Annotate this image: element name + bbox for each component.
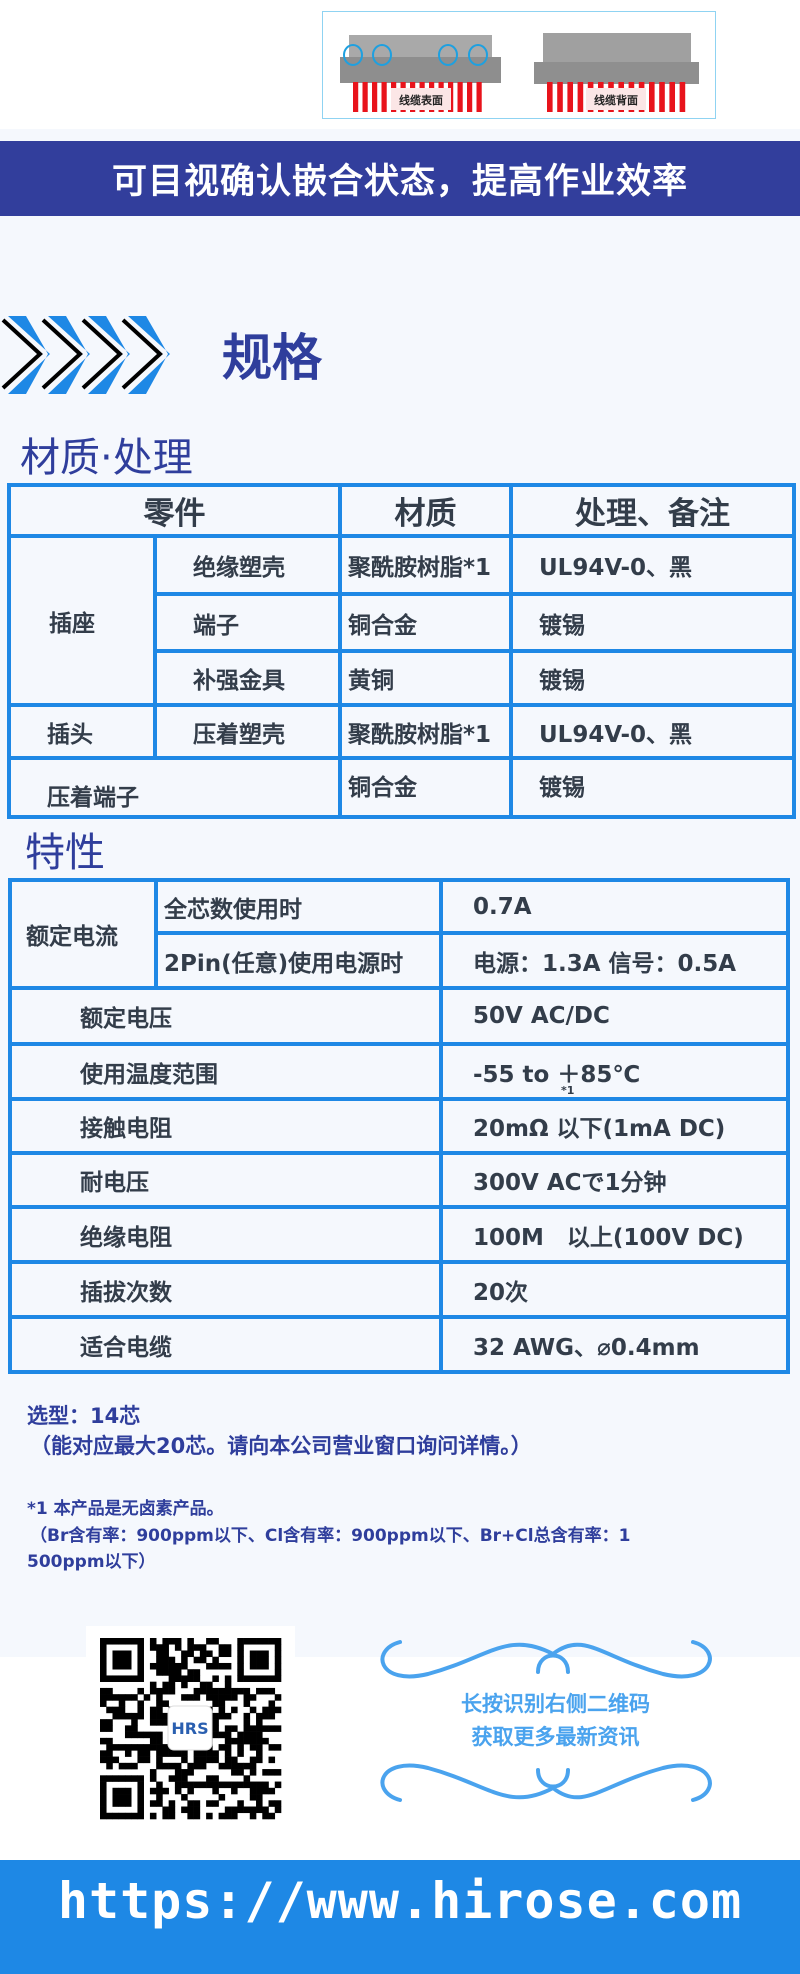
qr-code[interactable]: HRS bbox=[86, 1626, 295, 1840]
part-cell: 压着端子 bbox=[7, 756, 342, 819]
value-text: 32 AWG、⌀0.4mm bbox=[473, 1334, 700, 1361]
part-cell: 端子 bbox=[153, 592, 342, 653]
property-label: 接触电阻 bbox=[8, 1097, 443, 1155]
material-cell: 聚酰胺树脂*1 bbox=[338, 534, 513, 596]
cable-back-label: 线缆背面 bbox=[594, 93, 638, 107]
table-row: 额定电流 全芯数使用时 0.7A bbox=[8, 878, 790, 990]
table-row: 绝缘电阻 100M 以上(100V DC) bbox=[8, 1205, 790, 1264]
footnote-3: 500ppm以下） bbox=[27, 1552, 156, 1572]
value-cell: 0.7A bbox=[439, 878, 790, 935]
value-text: -55 to ＋85℃ bbox=[473, 1061, 641, 1088]
chevron-icon bbox=[8, 316, 50, 394]
table-row: 耐电压 300V ACで1分钟 bbox=[8, 1151, 790, 1209]
header-note: 处理、备注 bbox=[509, 483, 796, 538]
table-row: 适合电缆 32 AWG、⌀0.4mm bbox=[8, 1315, 790, 1374]
table-row: 额定电压 50V AC/DC bbox=[8, 986, 790, 1046]
value-text: 20次 bbox=[473, 1279, 529, 1306]
table-row: 压着端子 铜合金 镀锡 bbox=[7, 756, 796, 819]
footnote-1: *1 本产品是无卤素产品。 bbox=[27, 1499, 224, 1519]
property-value: 20mΩ 以下(1mA DC) bbox=[439, 1097, 790, 1155]
note-cell: UL94V-0、黑 bbox=[509, 703, 796, 760]
chevron-icon bbox=[128, 316, 170, 394]
value-text: 50V AC/DC bbox=[473, 1003, 610, 1029]
note-cell: 镀锡 bbox=[509, 756, 796, 819]
connector-front-image: 线缆表面 bbox=[340, 35, 501, 112]
cta-line-2: 获取更多最新资讯 bbox=[471, 1725, 640, 1749]
property-value: 300V ACで1分钟 bbox=[439, 1151, 790, 1209]
qr-logo: HRS bbox=[171, 1719, 208, 1738]
group-cell: 插座 bbox=[7, 534, 157, 707]
condition-cell: 全芯数使用时 bbox=[154, 878, 443, 935]
model-note: 选型：14芯 bbox=[27, 1404, 141, 1428]
property-value: 32 AWG、⌀0.4mm bbox=[439, 1315, 790, 1374]
model-detail: （能对应最大20芯。请向本公司营业窗口询问详情。） bbox=[30, 1434, 532, 1458]
property-label: 使用温度范围 bbox=[8, 1042, 443, 1101]
property-value: 20次 bbox=[439, 1260, 790, 1319]
material-cell: 黄铜 bbox=[338, 649, 513, 707]
qr-cta: 长按识别右侧二维码 获取更多最新资讯 bbox=[378, 1688, 733, 1754]
value-text: 300V ACで1分钟 bbox=[473, 1170, 667, 1196]
part-cell: 压着塑壳 bbox=[153, 703, 342, 760]
banner: 可目视确认嵌合状态，提高作业效率 bbox=[0, 141, 800, 216]
value-text: 20mΩ 以下(1mA DC) bbox=[473, 1116, 726, 1142]
note-cell: UL94V-0、黑 bbox=[509, 534, 796, 596]
material-cell: 铜合金 bbox=[338, 756, 513, 819]
material-cell: 铜合金 bbox=[338, 592, 513, 653]
property-value: 50V AC/DC bbox=[439, 986, 790, 1046]
header-material: 材质 bbox=[338, 483, 513, 538]
property-label: 绝缘电阻 bbox=[8, 1205, 443, 1264]
chevrons-icon bbox=[1, 316, 170, 394]
part-cell: 绝缘塑壳 bbox=[153, 534, 342, 596]
table-row: 使用温度范围 -55 to ＋85℃ *1 bbox=[8, 1042, 790, 1101]
table-row: 插拔次数 20次 bbox=[8, 1260, 790, 1319]
condition-cell: 2Pin(任意)使用电源时 bbox=[154, 931, 443, 990]
chevron-icon bbox=[88, 316, 130, 394]
website-link[interactable]: https://www.hirose.com bbox=[0, 1860, 800, 1974]
property-label: 额定电压 bbox=[8, 986, 443, 1046]
table-row: 2Pin(任意)使用电源时 电源：1.3A 信号：0.5A bbox=[10, 931, 790, 990]
property-value: -55 to ＋85℃ *1 bbox=[439, 1042, 790, 1101]
footnote-2: （Br含有率：900ppm以下、Cl含有率：900ppm以下、Br+Cl总含有率… bbox=[30, 1526, 631, 1546]
group-cell: 插头 bbox=[7, 703, 157, 760]
decorative-swirls-icon bbox=[380, 1640, 712, 1802]
value-cell: 电源：1.3A 信号：0.5A bbox=[439, 931, 790, 990]
cta-line-1: 长按识别右侧二维码 bbox=[461, 1692, 650, 1716]
table-row: 插头 压着塑壳 聚酰胺树脂*1 UL94V-0、黑 bbox=[7, 703, 796, 760]
cable-front-label: 线缆表面 bbox=[399, 93, 443, 107]
spec-title: 规格 bbox=[222, 329, 322, 387]
value-text: 100M 以上(100V DC) bbox=[473, 1224, 744, 1251]
part-cell: 补强金具 bbox=[153, 649, 342, 707]
connector-image: 线缆表面 线缆背面 bbox=[322, 11, 716, 119]
footnote-marker: *1 bbox=[561, 1084, 575, 1097]
property-label: 插拔次数 bbox=[8, 1260, 443, 1319]
rated-current-label: 额定电流 bbox=[8, 878, 158, 990]
property-label: 适合电缆 bbox=[8, 1315, 443, 1374]
characteristics-table: 额定电流 全芯数使用时 0.7A 2Pin(任意)使用电源时 电源：1.3A 信… bbox=[8, 878, 790, 1374]
property-label: 耐电压 bbox=[8, 1151, 443, 1209]
table-row: 端子 铜合金 镀锡 bbox=[9, 592, 796, 653]
material-cell: 聚酰胺树脂*1 bbox=[338, 703, 513, 760]
chevron-icon bbox=[48, 316, 90, 394]
table-row: 补强金具 黄铜 镀锡 bbox=[9, 649, 796, 707]
table-row: 接触电阻 20mΩ 以下(1mA DC) bbox=[8, 1097, 790, 1155]
materials-table: 零件 材质 处理、备注 插座 绝缘塑壳 聚酰胺树脂*1 UL94V-0、黑 端子… bbox=[7, 483, 796, 819]
note-cell: 镀锡 bbox=[509, 592, 796, 653]
header-part: 零件 bbox=[7, 483, 342, 538]
note-cell: 镀锡 bbox=[509, 649, 796, 707]
materials-title: 材质·处理 bbox=[20, 435, 193, 481]
connector-back-image: 线缆背面 bbox=[534, 33, 699, 112]
characteristics-title: 特性 bbox=[25, 830, 105, 876]
property-value: 100M 以上(100V DC) bbox=[439, 1205, 790, 1264]
table-row: 插座 绝缘塑壳 聚酰胺树脂*1 UL94V-0、黑 bbox=[7, 534, 796, 707]
